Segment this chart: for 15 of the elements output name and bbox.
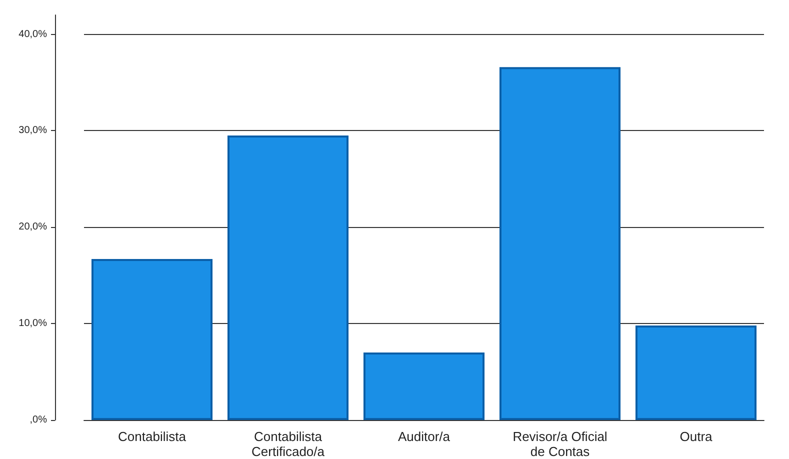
bar — [499, 67, 621, 420]
x-tick-label: Contabilista — [118, 429, 187, 444]
x-tick-label: Outra — [680, 429, 714, 444]
x-tick-label: Contabilista Certificado/a — [252, 429, 326, 459]
y-tick-label: 30,0% — [18, 125, 48, 136]
bar — [635, 326, 757, 420]
bar — [91, 258, 213, 420]
y-tick-label: 10,0% — [18, 318, 48, 330]
bar — [227, 136, 349, 420]
bar — [363, 352, 485, 420]
y-tick-label: 20,0% — [18, 222, 48, 233]
y-tick-label: 40,0% — [18, 28, 48, 40]
x-tick-label: Auditor/a — [398, 429, 451, 444]
y-tick-label: ,0% — [30, 414, 48, 426]
x-tick-label: Revisor/a Oficial de Contas — [512, 429, 608, 459]
